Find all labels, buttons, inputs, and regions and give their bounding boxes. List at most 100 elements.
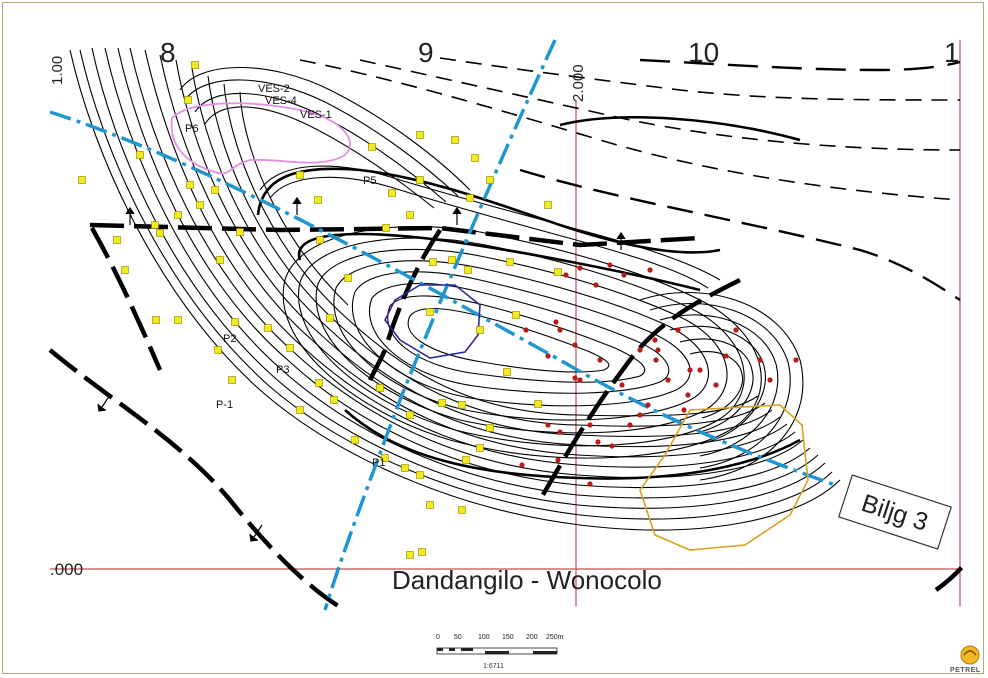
grid-label-horizontal: .000 (50, 560, 83, 579)
well-marker-red (652, 337, 658, 343)
well-marker-yellow (382, 224, 390, 232)
scale-tick-200: 200 (526, 634, 538, 641)
well-marker-yellow (351, 436, 359, 444)
well-marker-red (545, 422, 551, 428)
well-marker-yellow (381, 454, 389, 462)
well-marker-yellow (296, 171, 304, 179)
well-marker-yellow (376, 384, 384, 392)
well-marker-yellow (464, 266, 472, 274)
well-marker-yellow (406, 551, 414, 559)
well-marker-red (563, 272, 569, 278)
well-marker-yellow (315, 379, 323, 387)
well-marker-yellow (296, 406, 304, 414)
well-marker-red (597, 357, 603, 363)
scale-ratio: 1:6711 (483, 663, 504, 670)
well-marker-red (619, 382, 625, 388)
well-marker-yellow (330, 396, 338, 404)
well-marker-yellow (438, 399, 446, 407)
grid-label-8: 8 (160, 37, 176, 68)
well-marker-yellow (136, 151, 144, 159)
contours-upper (179, 66, 721, 289)
petrel-logo-icon (960, 645, 980, 665)
polygon-blue (384, 284, 481, 359)
well-marker-yellow (486, 424, 494, 432)
well-marker-red (553, 319, 559, 325)
well-marker-red (713, 382, 719, 388)
well-marker-yellow (152, 316, 160, 324)
well-marker-yellow (418, 548, 426, 556)
well-marker-red (593, 282, 599, 288)
well-marker-yellow (264, 324, 272, 332)
well-label-ves1: VES-1 (300, 109, 332, 121)
well-marker-yellow (174, 316, 182, 324)
well-marker-red (557, 429, 563, 435)
grid-label-1: 1 (944, 37, 960, 68)
scale-tick-0: 0 (436, 634, 440, 641)
well-marker-red (587, 481, 593, 487)
well-marker-red (675, 327, 681, 333)
polygon-gold (639, 404, 809, 551)
well-marker-yellow (151, 221, 159, 229)
scale-bar (436, 647, 558, 655)
well-marker-yellow (458, 401, 466, 409)
well-marker-yellow (113, 236, 121, 244)
contours-thin (69, 47, 841, 531)
well-marker-yellow (121, 266, 129, 274)
well-marker-red (793, 357, 799, 363)
well-marker-yellow (429, 258, 437, 266)
well-marker-yellow (211, 186, 219, 194)
well-marker-red (685, 392, 691, 398)
well-marker-yellow (426, 501, 434, 509)
well-marker-yellow (216, 256, 224, 264)
well-marker-yellow (286, 344, 294, 352)
well-marker-yellow (78, 176, 86, 184)
well-marker-yellow (506, 258, 514, 266)
section-line-cross (323, 39, 557, 611)
well-marker-red (665, 377, 671, 383)
well-label-ves2: VES-2 (258, 83, 290, 95)
well-marker-red (681, 407, 687, 413)
grid-label-10: 10 (688, 37, 719, 68)
well-marker-yellow (184, 96, 192, 104)
grid-label-vertical-left: 1.00 (49, 56, 66, 85)
well-marker-red (637, 412, 643, 418)
well-marker-yellow (512, 311, 520, 319)
grid-labels: 8 9 10 1 1.00 2.000 .000 (49, 37, 960, 579)
fault-right (538, 277, 742, 502)
well-marker-red (767, 377, 773, 383)
well-marker-yellow (156, 229, 164, 237)
well-marker-red (572, 375, 578, 381)
well-marker-yellow (416, 471, 424, 479)
well-marker-red (653, 357, 659, 363)
well-marker-yellow (534, 400, 542, 408)
well-marker-red (697, 367, 703, 373)
well-marker-yellow (214, 346, 222, 354)
well-marker-red (607, 262, 613, 268)
scale-tick-250m: 250m (546, 634, 564, 641)
well-marker-yellow (196, 201, 204, 209)
logo-text: PETREL (950, 667, 981, 674)
well-marker-red (577, 265, 583, 271)
well-marker-red (655, 347, 661, 353)
scale-tick-100: 100 (478, 634, 490, 641)
well-marker-yellow (186, 181, 194, 189)
scale-tick-150: 150 (502, 634, 514, 641)
well-marker-yellow (486, 176, 494, 184)
section-lines (49, 39, 836, 611)
well-label-p5: P5 (363, 175, 376, 187)
well-marker-yellow (416, 131, 424, 139)
well-label-ves4: VES-4 (265, 95, 297, 107)
contours-dashed (299, 57, 961, 301)
well-labels: VES-2 VES-4 VES-1 P6 P5 P2 P3 P-1 P1 (185, 83, 385, 469)
well-marker-yellow (544, 201, 552, 209)
well-marker-red (555, 457, 561, 463)
map-area (50, 40, 960, 610)
well-marker-yellow (344, 274, 352, 282)
well-marker-red (687, 367, 693, 373)
well-marker-yellow (416, 176, 424, 184)
well-marker-red (557, 327, 563, 333)
well-marker-yellow (476, 444, 484, 452)
well-marker-red (647, 267, 653, 273)
faults (48, 222, 970, 612)
well-marker-yellow (466, 194, 474, 202)
